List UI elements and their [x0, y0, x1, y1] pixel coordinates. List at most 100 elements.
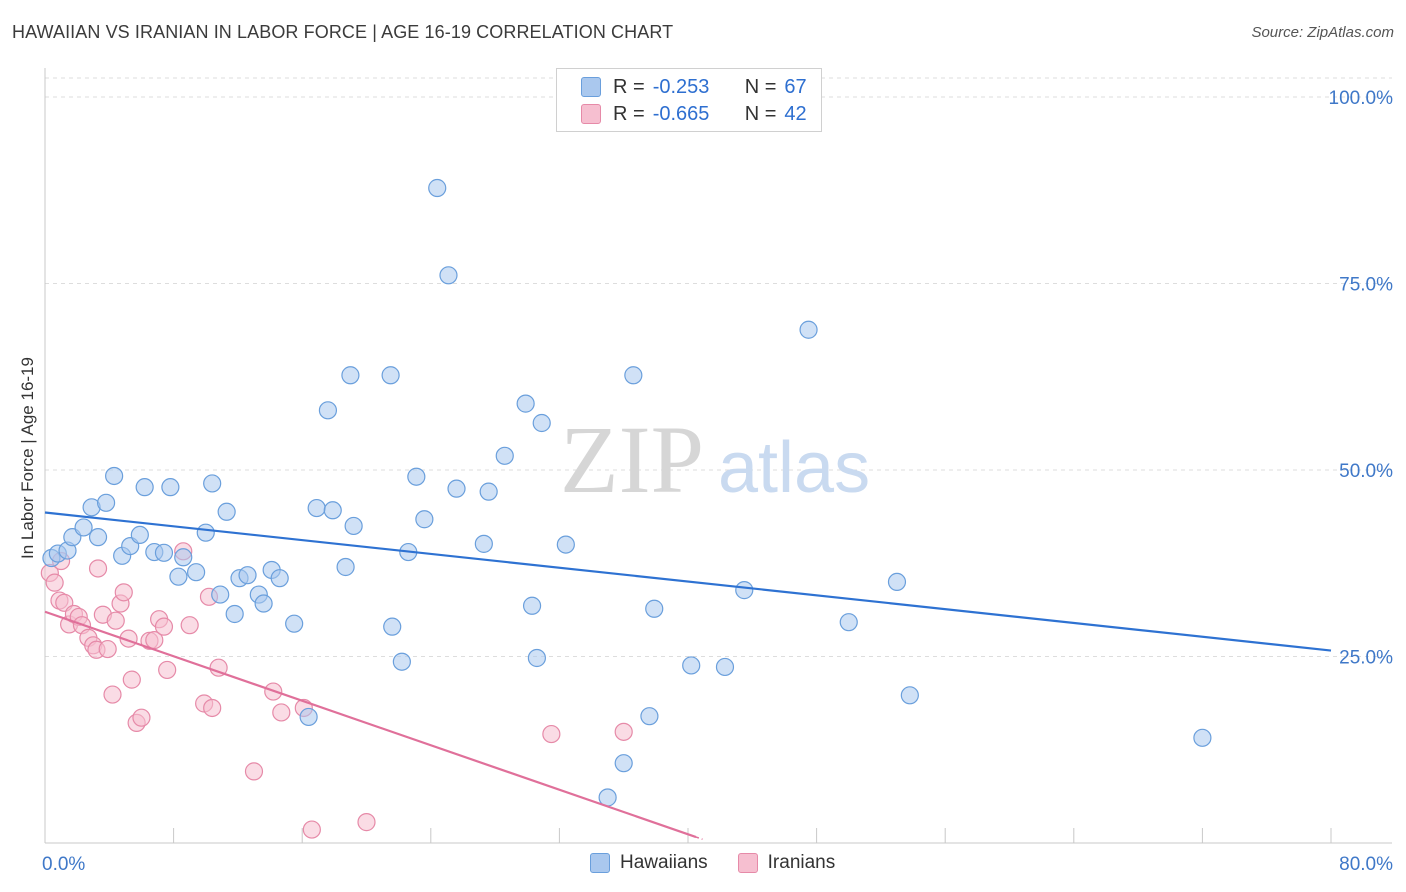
series-legend: Hawaiians Iranians [590, 852, 865, 874]
chart-title: HAWAIIAN VS IRANIAN IN LABOR FORCE | AGE… [12, 22, 674, 42]
hawaiian-point [715, 657, 735, 677]
iranian-point [302, 820, 321, 839]
trend-lines [44, 511, 1332, 840]
legend-item-iranians[interactable]: Iranians [737, 852, 836, 874]
hawaiian-trend-line [44, 511, 1332, 652]
hawaiian-point [439, 266, 458, 285]
hawaiian-point [381, 366, 400, 385]
hawaiian-point [130, 525, 149, 545]
iranian-point [132, 708, 151, 727]
iranian-trend-extension [695, 836, 703, 840]
hawaiian-point [495, 446, 514, 465]
hawaiian-point [225, 604, 244, 624]
iranian-point [106, 611, 125, 630]
series-iranians [40, 542, 633, 839]
iranian-point [45, 573, 64, 592]
legend-n-label: N = [744, 102, 777, 125]
hawaiian-point [415, 510, 434, 529]
hawaiian-point [474, 534, 493, 553]
iranian-point [542, 724, 561, 744]
iranians-swatch [737, 853, 758, 873]
hawaiian-point [74, 518, 93, 537]
iranians-swatch [581, 104, 601, 124]
hawaiian-point [527, 648, 546, 668]
hawaiian-point [522, 596, 542, 615]
hawaiians-swatch [581, 77, 601, 97]
y-tick-label: 75.0% [1339, 275, 1393, 296]
hawaiian-point [383, 617, 402, 636]
watermark-zip: ZIP [560, 406, 704, 513]
hawaiian-point [203, 474, 222, 493]
iranian-point [180, 616, 199, 635]
hawaiian-point [323, 501, 342, 520]
hawaiian-point [307, 498, 326, 518]
y-tick-label: 50.0% [1339, 461, 1393, 482]
hawaiian-point [839, 613, 858, 632]
legend-label-hawaiians: Hawaiians [620, 852, 708, 873]
legend-label-iranians: Iranians [767, 852, 836, 873]
hawaiian-point [407, 467, 426, 486]
hawaiian-point [887, 572, 907, 592]
hawaiian-point [187, 563, 206, 582]
hawaiian-point [640, 707, 659, 726]
source-label: Source: ZipAtlas.com [1251, 24, 1394, 41]
hawaiian-point [799, 320, 818, 339]
series-hawaiians [42, 178, 1212, 807]
iranian-point [614, 722, 633, 741]
hawaiian-point [238, 566, 257, 585]
hawaiian-point [682, 656, 701, 675]
hawaiian-point [392, 652, 411, 671]
hawaiian-point [211, 585, 230, 604]
legend-n-value: 67 [784, 75, 807, 98]
hawaiian-point [154, 543, 174, 562]
hawaiian-point [614, 754, 633, 773]
hawaiian-point [105, 466, 124, 486]
hawaiian-point [196, 523, 215, 542]
tick-labels: 25.0% 50.0% 75.0% 100.0% 0.0% 80.0% [42, 88, 1393, 875]
legend-r-label: R = [613, 75, 645, 98]
watermark-atlas: atlas [718, 428, 870, 508]
hawaiian-point [318, 401, 338, 420]
hawaiian-point [174, 548, 193, 567]
legend-n-label: N = [744, 75, 777, 98]
hawaiian-point [900, 686, 919, 705]
axes [44, 68, 1392, 844]
iranian-point [122, 670, 141, 689]
legend-row-hawaiians: R = -0.253 N = 67 [581, 74, 807, 100]
hawaiian-point [169, 567, 188, 586]
watermark: ZIP atlas [560, 406, 870, 513]
hawaiian-point [624, 366, 643, 385]
hawaiian-point [270, 569, 289, 588]
hawaiian-point [556, 535, 575, 554]
iranian-point [209, 658, 228, 677]
iranian-point [203, 698, 222, 718]
hawaiian-point [479, 482, 498, 501]
iranian-point [244, 762, 264, 781]
x-tick-label-min: 0.0% [42, 854, 85, 875]
y-tick-label: 25.0% [1339, 648, 1393, 669]
x-tick-label-max: 80.0% [1339, 854, 1393, 875]
hawaiians-swatch [590, 853, 610, 873]
hawaiian-point [135, 478, 154, 497]
hawaiian-point [341, 366, 360, 385]
hawaiian-point [254, 594, 273, 613]
hawaiian-point [516, 394, 535, 413]
legend-row-iranians: R = -0.665 N = 42 [581, 101, 807, 127]
hawaiian-point [96, 493, 116, 512]
iranian-point [272, 703, 291, 722]
hawaiian-point [299, 707, 318, 727]
iranian-point [154, 617, 174, 636]
hawaiian-point [285, 614, 304, 633]
iranian-point [103, 685, 122, 704]
iranian-point [357, 813, 376, 832]
legend-item-hawaiians[interactable]: Hawaiians [590, 852, 708, 874]
iranian-point [98, 639, 117, 659]
hawaiian-point [344, 516, 363, 536]
iranian-point [158, 660, 177, 680]
legend-r-value: -0.665 [652, 102, 710, 125]
legend-r-label: R = [613, 102, 645, 125]
legend-r-value: -0.253 [652, 75, 710, 98]
hawaiian-point [336, 557, 355, 577]
iranian-point [114, 583, 133, 602]
